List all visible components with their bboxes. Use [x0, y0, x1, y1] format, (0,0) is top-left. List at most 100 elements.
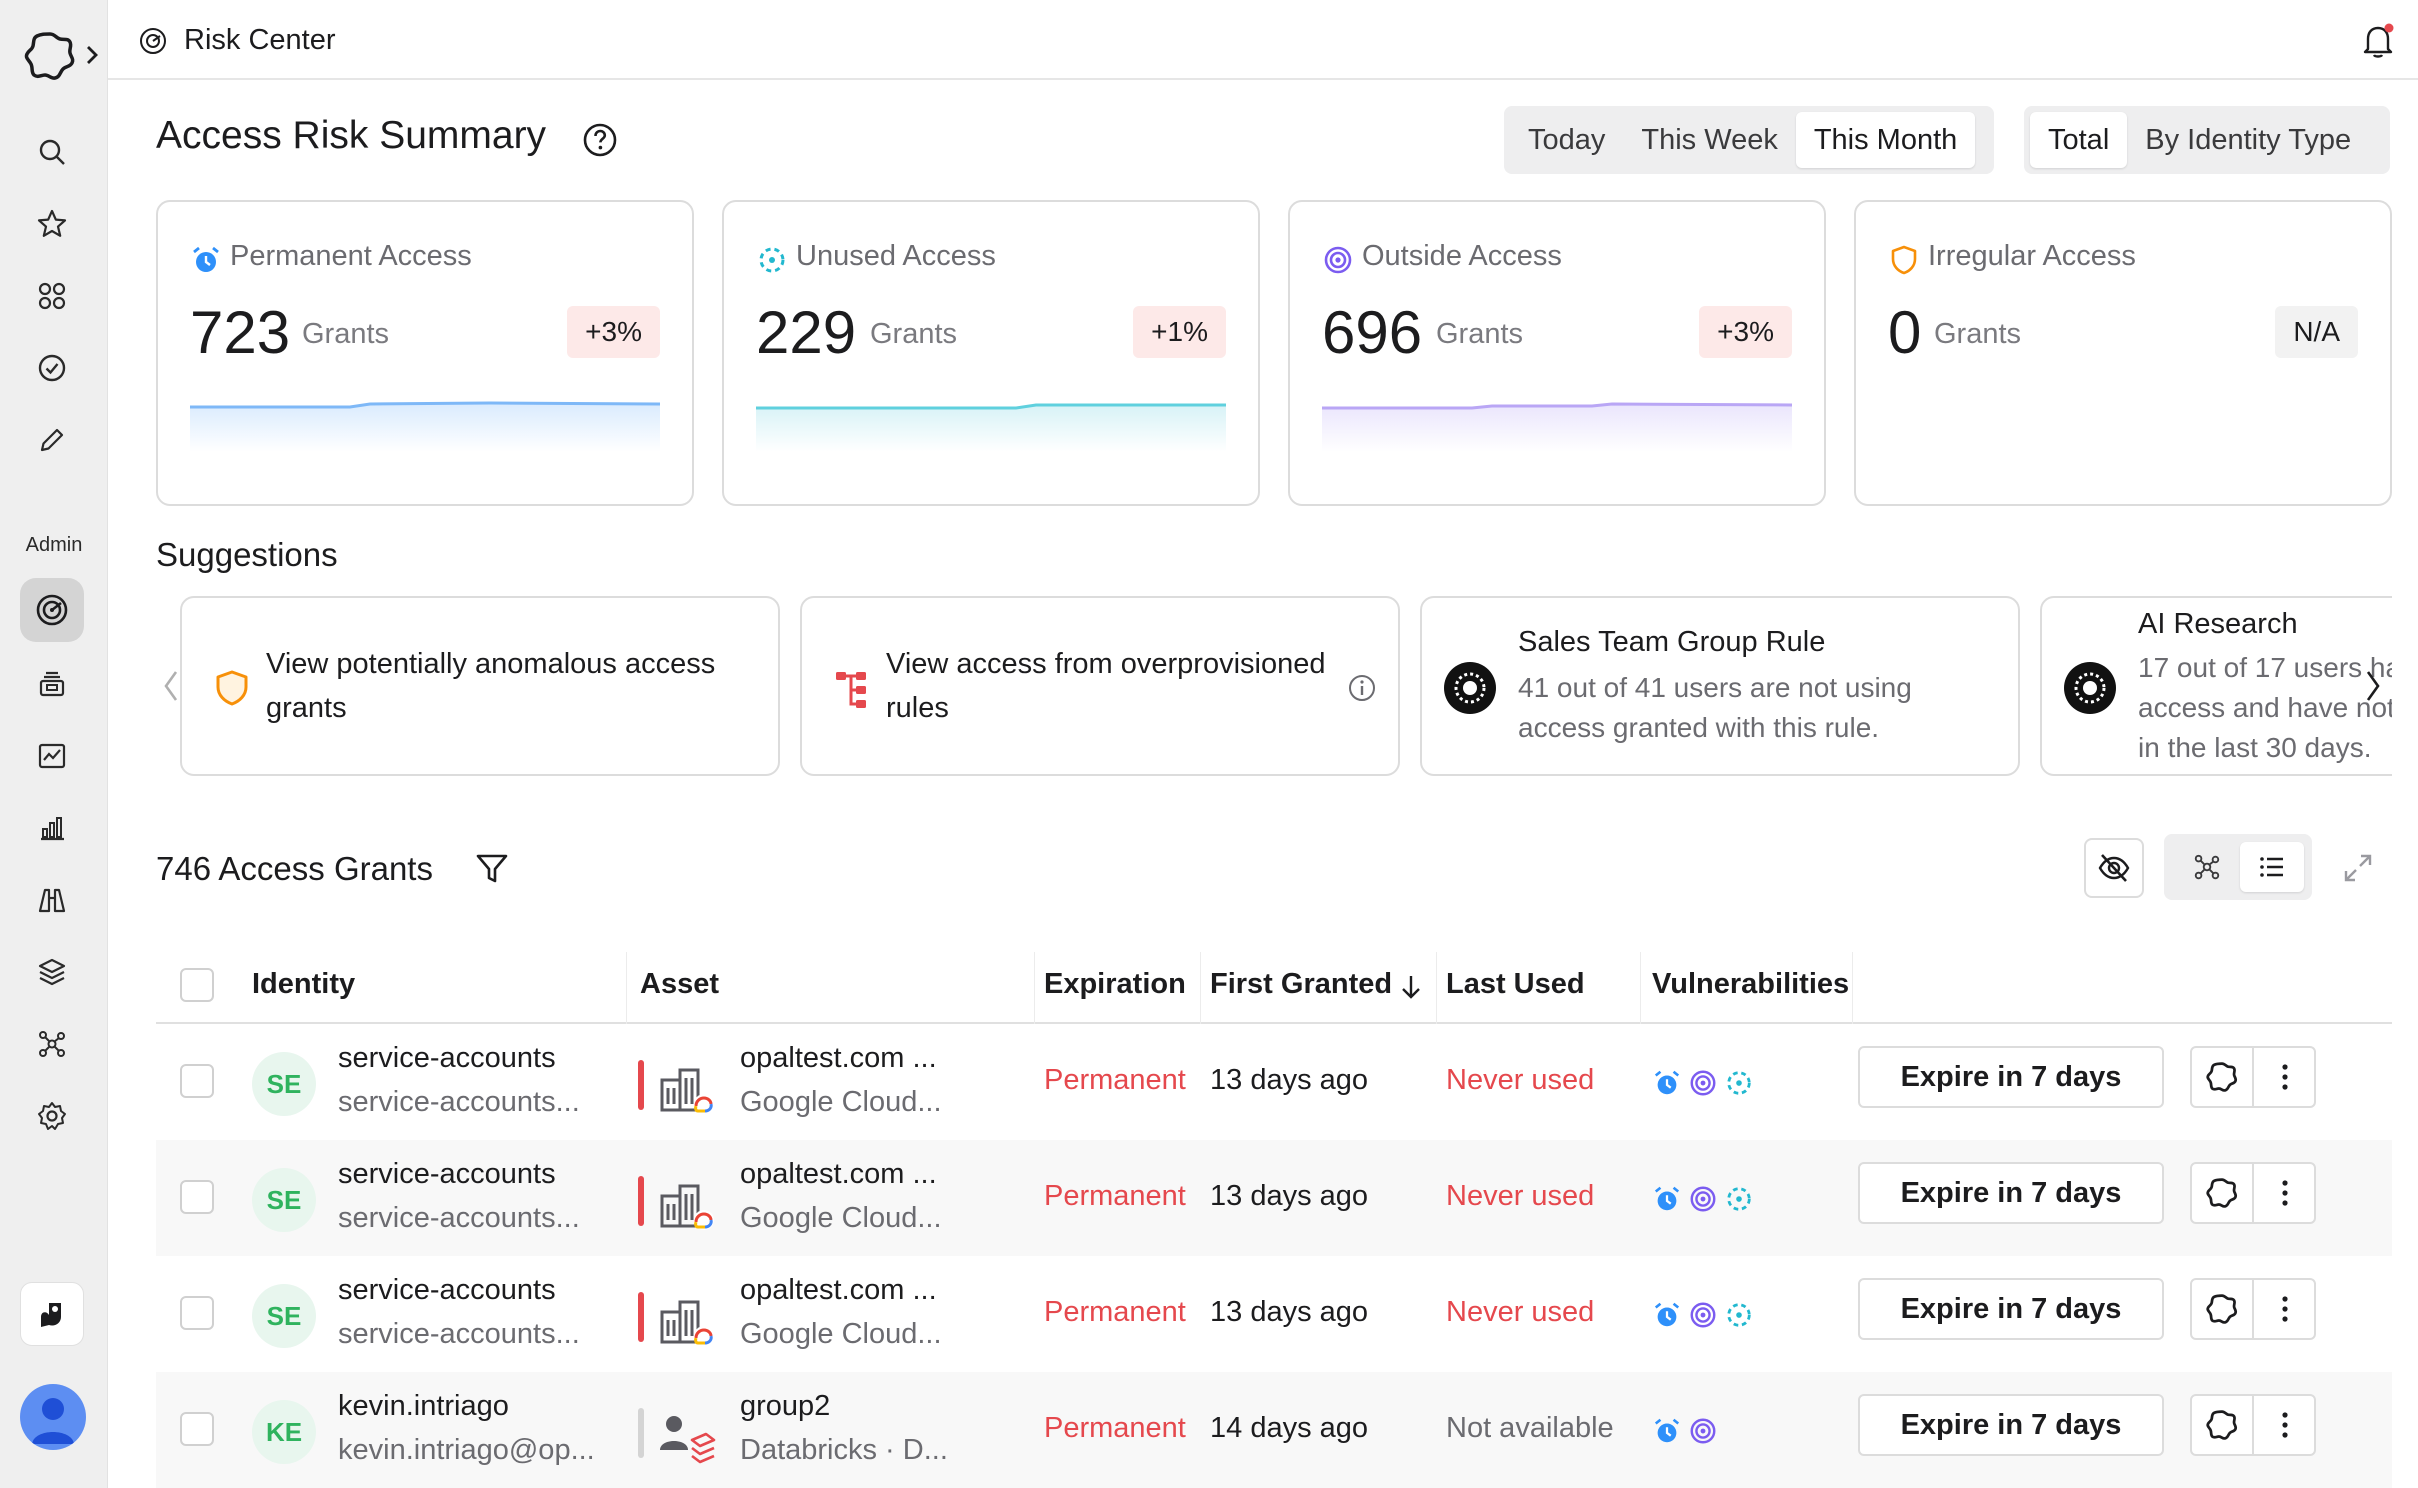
binoculars-icon[interactable]	[30, 878, 74, 922]
grouping-total[interactable]: Total	[2030, 112, 2128, 168]
suggestion-card-sales-team-rule[interactable]: Sales Team Group Rule 41 out of 41 users…	[1420, 596, 2020, 776]
time-range-this-week[interactable]: This Week	[1641, 124, 1778, 156]
opal-action-button[interactable]	[2192, 1164, 2254, 1222]
column-header-vulnerabilities[interactable]: Vulnerabilities	[1652, 968, 1850, 1000]
workspace-app-icon[interactable]	[20, 1282, 84, 1346]
time-range-today[interactable]: Today	[1528, 124, 1606, 156]
select-all-checkbox[interactable]	[180, 968, 214, 1002]
table-row[interactable]: KE kevin.intriago kevin.intriago@op... g…	[156, 1372, 2392, 1488]
more-options-button[interactable]	[2254, 1280, 2316, 1338]
opal-action-button[interactable]	[2192, 1048, 2254, 1106]
identity-name[interactable]: service-accounts	[338, 1158, 556, 1190]
stat-card-outside-access[interactable]: Outside Access 696 Grants +3%	[1288, 200, 1826, 506]
expire-button[interactable]: Expire in 7 days	[1858, 1278, 2164, 1340]
asset-name[interactable]: group2	[740, 1390, 831, 1422]
star-icon[interactable]	[30, 202, 74, 246]
dashed-circle-icon	[1727, 1303, 1751, 1327]
risk-indicator-bar	[638, 1408, 644, 1458]
column-divider	[626, 952, 627, 1024]
more-options-button[interactable]	[2254, 1164, 2316, 1222]
time-range-this-month[interactable]: This Month	[1795, 112, 1976, 168]
search-icon[interactable]	[30, 130, 74, 174]
more-options-button[interactable]	[2254, 1048, 2316, 1106]
identity-name[interactable]: service-accounts	[338, 1042, 556, 1074]
chevron-right-icon[interactable]	[2362, 666, 2384, 706]
identity-name[interactable]: kevin.intriago	[338, 1390, 509, 1422]
chevron-left-icon[interactable]	[160, 666, 182, 706]
opal-action-button[interactable]	[2192, 1280, 2254, 1338]
apps-grid-icon[interactable]	[30, 274, 74, 318]
row-checkbox[interactable]	[180, 1180, 214, 1214]
hide-toggle-button[interactable]	[2084, 838, 2144, 898]
check-circle-icon[interactable]	[30, 346, 74, 390]
stat-label: Outside Access	[1362, 240, 1562, 272]
filter-icon[interactable]	[474, 850, 510, 886]
suggestion-card-anomalous[interactable]: View potentially anomalous access grants	[180, 596, 780, 776]
stat-value: 723	[190, 299, 291, 366]
opal-action-button[interactable]	[2192, 1396, 2254, 1454]
graph-view-button[interactable]	[2178, 844, 2236, 890]
column-divider	[1852, 952, 1853, 1024]
user-avatar[interactable]	[20, 1384, 86, 1450]
notification-bell-icon[interactable]	[2360, 22, 2396, 60]
activity-chart-icon[interactable]	[30, 734, 74, 778]
table-row[interactable]: SE service-accounts service-accounts... …	[156, 1140, 2392, 1256]
column-header-expiration[interactable]: Expiration	[1044, 968, 1186, 1000]
identity-name[interactable]: service-accounts	[338, 1274, 556, 1306]
asset-name[interactable]: opaltest.com ...	[740, 1158, 937, 1190]
info-icon[interactable]	[1346, 672, 1378, 704]
grouping-by-identity-type[interactable]: By Identity Type	[2145, 124, 2352, 156]
suggestion-card-ai-research[interactable]: AI Research 17 out of 17 users have not …	[2040, 596, 2392, 776]
list-view-button[interactable]	[2240, 842, 2304, 892]
chevron-right-icon[interactable]	[82, 40, 102, 70]
more-vertical-icon	[2282, 1412, 2288, 1438]
opal-logo-icon[interactable]	[22, 28, 78, 84]
suggestion-card-overprovisioned[interactable]: View access from overprovisioned rules	[800, 596, 1400, 776]
row-checkbox[interactable]	[180, 1412, 214, 1446]
asset-name[interactable]: opaltest.com ...	[740, 1042, 937, 1074]
time-range-toggle: Today This Week This Month	[1504, 106, 1994, 174]
column-header-last-used[interactable]: Last Used	[1446, 968, 1585, 1000]
stat-card-irregular-access[interactable]: Irregular Access 0 Grants N/A	[1854, 200, 2392, 506]
inventory-stack-icon[interactable]	[30, 662, 74, 706]
vulnerability-icons	[1652, 1300, 1754, 1332]
access-grants-heading: 746 Access Grants	[156, 850, 433, 887]
suggestion-subtitle: 17 out of 17 users have not used this ac…	[2138, 652, 2392, 763]
table-row[interactable]: SE service-accounts service-accounts... …	[156, 1256, 2392, 1372]
opal-logo-icon	[2206, 1062, 2238, 1092]
column-header-asset[interactable]: Asset	[640, 968, 719, 1000]
expire-button[interactable]: Expire in 7 days	[1858, 1046, 2164, 1108]
gcp-building-icon	[660, 1300, 714, 1346]
more-options-button[interactable]	[2254, 1396, 2316, 1454]
stat-card-unused-access[interactable]: Unused Access 229 Grants +1%	[722, 200, 1260, 506]
vulnerability-icons	[1652, 1068, 1754, 1100]
graph-nodes-icon	[2194, 854, 2220, 880]
column-header-identity[interactable]: Identity	[252, 968, 356, 1000]
expand-icon[interactable]	[2340, 850, 2376, 886]
list-icon	[2260, 857, 2283, 877]
target-icon	[1690, 1186, 1716, 1212]
graph-nodes-icon[interactable]	[30, 1022, 74, 1066]
help-circle-icon[interactable]	[580, 120, 620, 160]
tree-icon	[836, 672, 866, 708]
shield-icon	[216, 670, 248, 706]
more-vertical-icon	[2282, 1180, 2288, 1206]
layers-icon[interactable]	[30, 950, 74, 994]
row-checkbox[interactable]	[180, 1064, 214, 1098]
column-header-first-granted[interactable]: First Granted	[1210, 968, 1393, 1000]
pencil-icon[interactable]	[30, 418, 74, 462]
alarm-clock-icon	[1654, 1302, 1680, 1327]
table-row[interactable]: SE service-accounts service-accounts... …	[156, 1024, 2392, 1140]
expire-button[interactable]: Expire in 7 days	[1858, 1162, 2164, 1224]
breadcrumb: Risk Center	[184, 24, 336, 56]
sort-descending-icon[interactable]	[1398, 972, 1424, 1002]
expire-button[interactable]: Expire in 7 days	[1858, 1394, 2164, 1456]
stat-card-permanent-access[interactable]: Permanent Access 723 Grants +3%	[156, 200, 694, 506]
settings-gear-icon[interactable]	[30, 1094, 74, 1138]
top-bar: Risk Center	[108, 0, 2418, 80]
dashed-circle-icon	[759, 247, 785, 273]
row-checkbox[interactable]	[180, 1296, 214, 1330]
risk-center-nav-icon[interactable]	[20, 578, 84, 642]
bar-chart-icon[interactable]	[30, 806, 74, 850]
asset-name[interactable]: opaltest.com ...	[740, 1274, 937, 1306]
